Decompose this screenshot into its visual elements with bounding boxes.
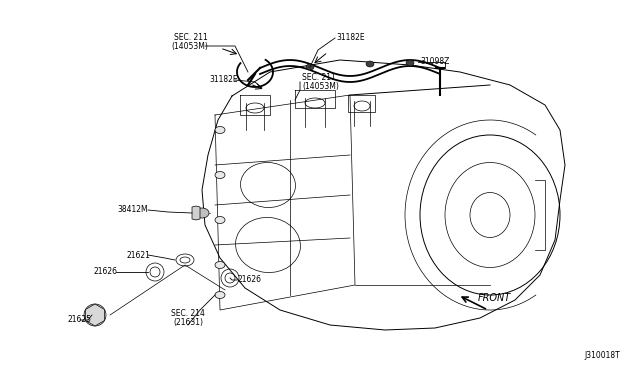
Text: 31182E: 31182E [336,33,365,42]
Polygon shape [192,206,200,220]
Ellipse shape [195,208,209,218]
Text: 21621: 21621 [126,250,150,260]
Ellipse shape [215,292,225,298]
Ellipse shape [215,217,225,224]
Text: SEC. 211: SEC. 211 [174,33,208,42]
Ellipse shape [406,60,414,66]
Polygon shape [86,304,104,326]
Text: FRONT: FRONT [478,293,511,303]
Text: SEC. 214: SEC. 214 [171,309,205,318]
Text: 21625: 21625 [68,315,92,324]
Text: (21631): (21631) [173,318,203,327]
Text: 31182E: 31182E [209,76,238,84]
Ellipse shape [215,262,225,269]
Text: 38412M: 38412M [117,205,148,215]
Polygon shape [202,60,565,330]
Ellipse shape [366,61,374,67]
Text: (14053M): (14053M) [171,42,208,51]
Text: 21626: 21626 [94,267,118,276]
Text: 31098Z: 31098Z [420,58,449,67]
Ellipse shape [306,64,314,70]
Text: (14053M): (14053M) [302,82,339,91]
Text: SEC. 211: SEC. 211 [302,73,336,82]
Circle shape [84,304,106,326]
Text: 21626: 21626 [238,276,262,285]
Ellipse shape [215,171,225,179]
Ellipse shape [215,126,225,134]
Text: J310018T: J310018T [584,351,620,360]
